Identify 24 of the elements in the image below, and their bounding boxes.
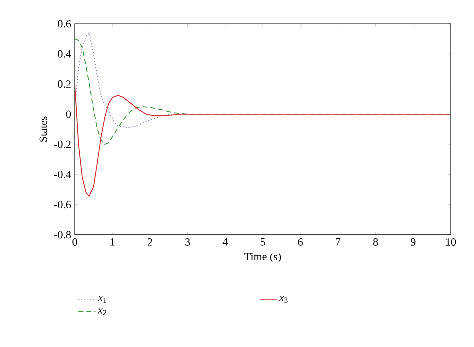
x-tick-label: 0 bbox=[72, 238, 78, 246]
y-axis-title: States bbox=[40, 116, 48, 142]
x-axis-title: Time (s) bbox=[244, 252, 282, 263]
x-tick-label: 8 bbox=[373, 238, 378, 246]
x-tick-label: 6 bbox=[298, 238, 304, 246]
y-tick-label: -0.4 bbox=[54, 170, 72, 178]
y-tick-label: -0.6 bbox=[54, 201, 72, 209]
x-tick-label: 7 bbox=[336, 238, 341, 246]
y-tick-label: 0.4 bbox=[58, 50, 72, 58]
x-tick-label: 1 bbox=[110, 238, 115, 246]
legend-label: x$_{2}$ bbox=[98, 308, 106, 316]
x-tick-label: 3 bbox=[186, 238, 190, 246]
y-tick-label: 0 bbox=[66, 110, 72, 118]
y-tick-label: -0.2 bbox=[54, 140, 71, 148]
x-tick-label: 5 bbox=[260, 238, 266, 246]
x-tick-label: 9 bbox=[411, 238, 416, 246]
legend-label: x$_{3}$ bbox=[279, 296, 288, 303]
legend-label: x$_{1}$ bbox=[98, 296, 106, 303]
y-tick-label: 0.6 bbox=[58, 20, 72, 28]
y-tick-label: 0.2 bbox=[58, 80, 71, 88]
x-tick-label: 4 bbox=[222, 238, 228, 246]
y-tick-label: -0.8 bbox=[54, 231, 72, 239]
x-tick-label: 10 bbox=[446, 238, 456, 246]
x-tick-label: 2 bbox=[148, 238, 152, 246]
